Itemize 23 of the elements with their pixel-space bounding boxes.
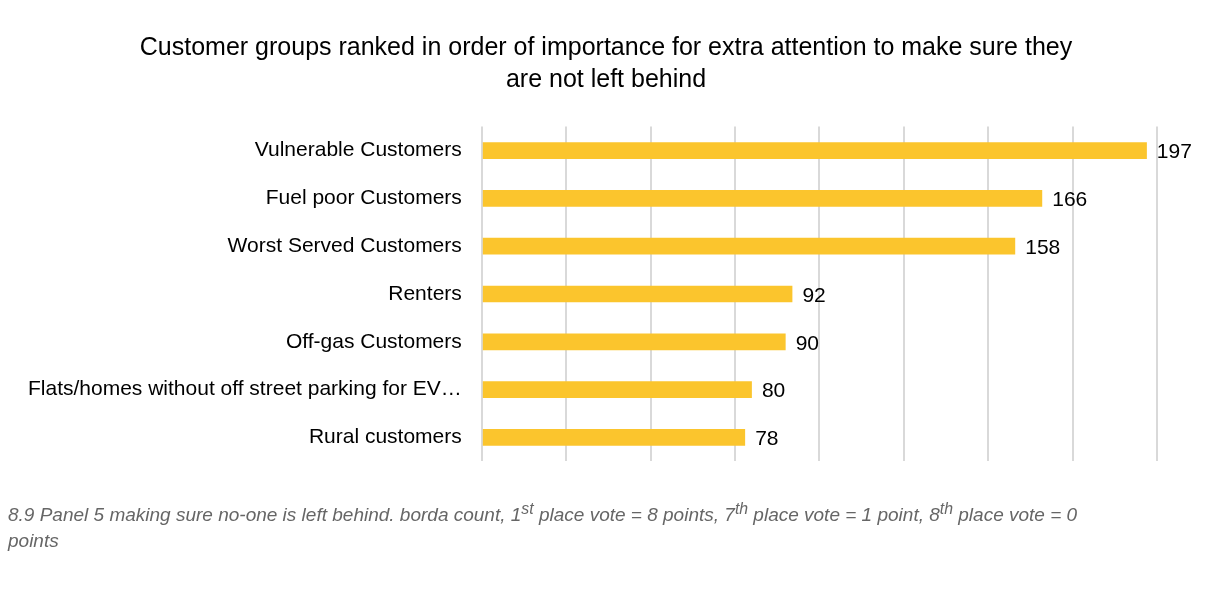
data-label: 90	[795, 330, 819, 354]
y-tick-label: Rural customers	[308, 424, 462, 448]
data-label: 197	[1156, 139, 1192, 163]
data-label: 158	[1025, 234, 1061, 258]
y-tick-label: Worst Served Customers	[227, 232, 462, 256]
text: 8.9 Panel 5 making sure no-one is left behind. borda count, 1$^{st}$ place vote = 8 points, 7$^{th}$ place vote = 1 point, 8$^{th}$ place vote = 0 points	[8, 500, 1078, 552]
y-tick-label: Renters	[388, 280, 462, 304]
y-tick-label: Fuel poor Customers	[265, 185, 462, 209]
chart-title: Customer groups ranked in order of importance for extra attention to make sure they are not left behind	[138, 31, 1074, 94]
bar	[482, 429, 746, 446]
bar	[482, 189, 1043, 207]
bar	[482, 381, 752, 399]
data-label: 92	[802, 282, 826, 306]
data-label: 78	[755, 426, 779, 450]
y-tick-label: Flats/homes without off street parking for EV…	[27, 376, 462, 400]
bar	[482, 237, 1016, 255]
bar	[482, 285, 793, 303]
bar	[482, 333, 786, 351]
data-label: 80	[761, 378, 786, 402]
data-label: 166	[1052, 187, 1088, 211]
y-tick-label: Vulnerable Customers	[254, 137, 462, 161]
y-tick-label: Off-gas Customers	[285, 328, 462, 352]
bar	[482, 142, 1147, 159]
